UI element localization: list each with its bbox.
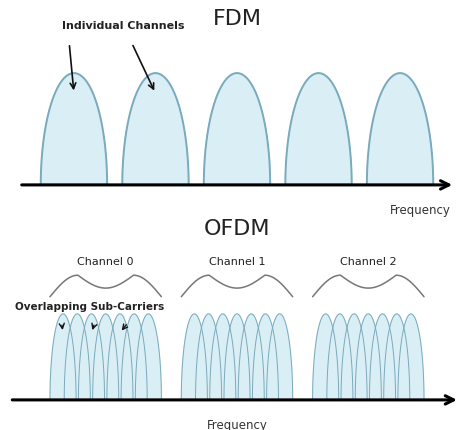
Polygon shape [355, 314, 381, 400]
Polygon shape [93, 314, 118, 400]
Polygon shape [398, 314, 424, 400]
Polygon shape [341, 314, 367, 400]
Polygon shape [107, 314, 133, 400]
Polygon shape [195, 314, 221, 400]
Text: Channel 2: Channel 2 [340, 257, 397, 267]
Polygon shape [41, 73, 107, 185]
Text: Overlapping Sub-Carriers: Overlapping Sub-Carriers [16, 302, 164, 313]
Text: Frequency: Frequency [390, 204, 450, 217]
Text: Frequency: Frequency [207, 419, 267, 430]
Text: FDM: FDM [212, 9, 262, 29]
Text: Channel 1: Channel 1 [209, 257, 265, 267]
Text: Individual Channels: Individual Channels [62, 21, 184, 31]
Polygon shape [252, 314, 278, 400]
Polygon shape [64, 314, 90, 400]
Polygon shape [266, 314, 292, 400]
Polygon shape [370, 314, 395, 400]
Polygon shape [122, 73, 189, 185]
Polygon shape [383, 314, 410, 400]
Polygon shape [313, 314, 338, 400]
Polygon shape [79, 314, 104, 400]
Polygon shape [50, 314, 76, 400]
Polygon shape [238, 314, 264, 400]
Text: OFDM: OFDM [204, 219, 270, 240]
Polygon shape [136, 314, 162, 400]
Polygon shape [367, 73, 433, 185]
Polygon shape [210, 314, 236, 400]
Polygon shape [181, 314, 208, 400]
Polygon shape [121, 314, 147, 400]
Polygon shape [327, 314, 353, 400]
Polygon shape [285, 73, 352, 185]
Polygon shape [224, 314, 250, 400]
Polygon shape [204, 73, 270, 185]
Text: Channel 0: Channel 0 [77, 257, 134, 267]
